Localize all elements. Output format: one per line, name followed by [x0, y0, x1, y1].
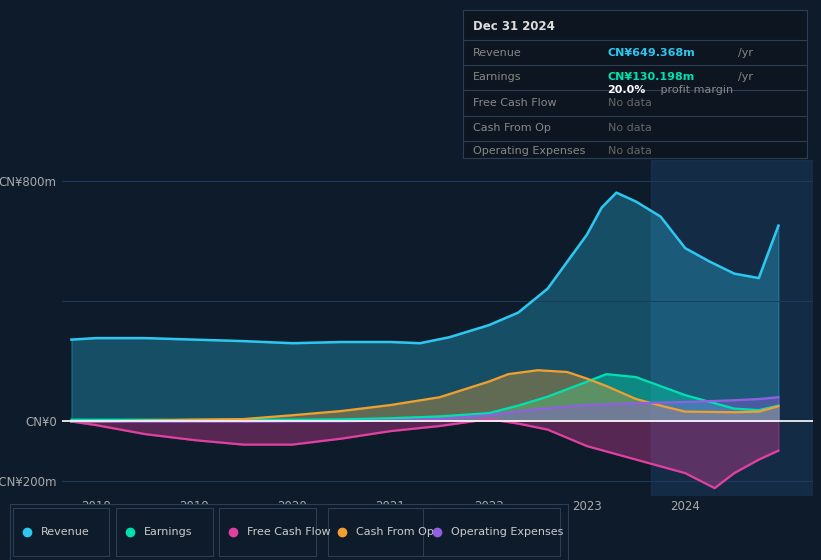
Bar: [651, 160, 813, 496]
FancyBboxPatch shape: [423, 508, 560, 556]
Text: /yr: /yr: [738, 72, 753, 82]
Text: Free Cash Flow: Free Cash Flow: [247, 527, 331, 537]
Text: /yr: /yr: [738, 48, 753, 58]
FancyBboxPatch shape: [219, 508, 316, 556]
Text: Cash From Op: Cash From Op: [356, 527, 433, 537]
Text: Earnings: Earnings: [144, 527, 192, 537]
Text: Earnings: Earnings: [474, 72, 522, 82]
Text: CN¥130.198m: CN¥130.198m: [608, 72, 695, 82]
Text: Operating Expenses: Operating Expenses: [451, 527, 563, 537]
FancyBboxPatch shape: [328, 508, 424, 556]
Text: No data: No data: [608, 123, 651, 133]
Text: No data: No data: [608, 98, 651, 108]
Text: CN¥649.368m: CN¥649.368m: [608, 48, 695, 58]
Text: 20.0%: 20.0%: [608, 85, 646, 95]
Text: Operating Expenses: Operating Expenses: [474, 146, 585, 156]
Text: Free Cash Flow: Free Cash Flow: [474, 98, 557, 108]
Text: Cash From Op: Cash From Op: [474, 123, 551, 133]
Text: Revenue: Revenue: [40, 527, 89, 537]
FancyBboxPatch shape: [12, 508, 109, 556]
Text: Dec 31 2024: Dec 31 2024: [474, 20, 555, 33]
Text: profit margin: profit margin: [658, 85, 733, 95]
Text: Revenue: Revenue: [474, 48, 522, 58]
FancyBboxPatch shape: [116, 508, 213, 556]
Text: No data: No data: [608, 146, 651, 156]
